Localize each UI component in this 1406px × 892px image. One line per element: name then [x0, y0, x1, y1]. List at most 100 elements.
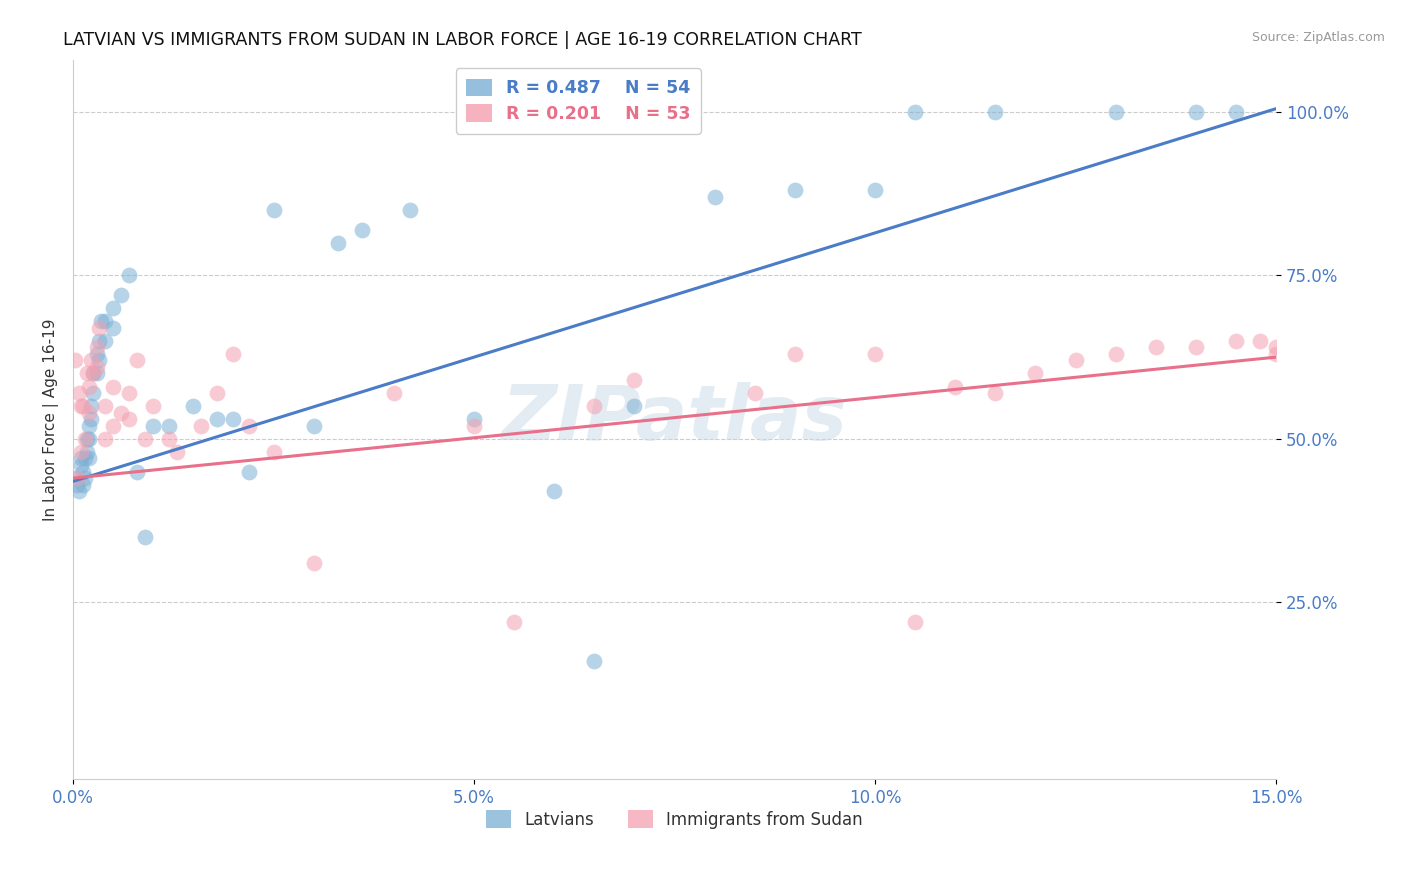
- Point: [127, 353, 149, 368]
- Point: [86, 347, 108, 361]
- Point: [783, 347, 806, 361]
- Point: [503, 615, 526, 629]
- Point: [1024, 367, 1046, 381]
- Point: [94, 432, 117, 446]
- Point: [399, 202, 422, 217]
- Point: [79, 399, 101, 413]
- Point: [77, 432, 100, 446]
- Point: [863, 183, 886, 197]
- Point: [157, 418, 180, 433]
- Point: [1144, 340, 1167, 354]
- Point: [94, 399, 117, 413]
- Point: [66, 471, 89, 485]
- Point: [463, 412, 485, 426]
- Point: [86, 367, 108, 381]
- Point: [583, 399, 606, 413]
- Point: [190, 418, 212, 433]
- Point: [72, 477, 94, 491]
- Point: [101, 320, 124, 334]
- Point: [70, 458, 93, 472]
- Point: [744, 386, 766, 401]
- Point: [1225, 104, 1247, 119]
- Point: [90, 314, 112, 328]
- Point: [77, 406, 100, 420]
- Point: [207, 386, 229, 401]
- Point: [70, 399, 93, 413]
- Point: [77, 418, 100, 433]
- Point: [76, 367, 98, 381]
- Point: [118, 412, 141, 426]
- Point: [1225, 334, 1247, 348]
- Text: ZIPatlas: ZIPatlas: [502, 383, 848, 457]
- Point: [207, 412, 229, 426]
- Point: [80, 412, 103, 426]
- Point: [65, 471, 87, 485]
- Point: [1265, 347, 1288, 361]
- Point: [157, 432, 180, 446]
- Point: [72, 465, 94, 479]
- Point: [623, 399, 645, 413]
- Point: [79, 353, 101, 368]
- Point: [984, 386, 1007, 401]
- Point: [904, 615, 927, 629]
- Point: [263, 445, 285, 459]
- Point: [82, 367, 104, 381]
- Point: [142, 418, 165, 433]
- Point: [76, 432, 98, 446]
- Point: [302, 418, 325, 433]
- Point: [1249, 334, 1271, 348]
- Point: [1185, 104, 1208, 119]
- Point: [382, 386, 405, 401]
- Point: [66, 477, 89, 491]
- Text: Source: ZipAtlas.com: Source: ZipAtlas.com: [1251, 31, 1385, 45]
- Point: [72, 399, 94, 413]
- Point: [76, 445, 98, 459]
- Point: [101, 418, 124, 433]
- Point: [67, 484, 90, 499]
- Point: [86, 359, 108, 374]
- Point: [463, 418, 485, 433]
- Point: [110, 288, 132, 302]
- Point: [238, 418, 260, 433]
- Point: [110, 406, 132, 420]
- Point: [73, 451, 96, 466]
- Point: [984, 104, 1007, 119]
- Point: [703, 190, 725, 204]
- Point: [302, 556, 325, 570]
- Point: [326, 235, 349, 250]
- Point: [94, 334, 117, 348]
- Legend: Latvians, Immigrants from Sudan: Latvians, Immigrants from Sudan: [479, 804, 869, 835]
- Point: [166, 445, 188, 459]
- Point: [82, 386, 104, 401]
- Point: [181, 399, 204, 413]
- Point: [904, 104, 927, 119]
- Point: [118, 268, 141, 283]
- Point: [67, 386, 90, 401]
- Point: [89, 353, 111, 368]
- Point: [222, 347, 245, 361]
- Point: [1185, 340, 1208, 354]
- Point: [1064, 353, 1087, 368]
- Point: [89, 320, 111, 334]
- Point: [73, 471, 96, 485]
- Point: [583, 654, 606, 668]
- Point: [350, 222, 373, 236]
- Point: [94, 314, 117, 328]
- Point: [70, 445, 93, 459]
- Point: [86, 340, 108, 354]
- Point: [77, 379, 100, 393]
- Point: [87, 334, 110, 348]
- Point: [118, 386, 141, 401]
- Point: [82, 367, 104, 381]
- Point: [101, 379, 124, 393]
- Point: [77, 451, 100, 466]
- Point: [65, 353, 87, 368]
- Point: [263, 202, 285, 217]
- Point: [222, 412, 245, 426]
- Point: [623, 373, 645, 387]
- Point: [1105, 347, 1128, 361]
- Point: [543, 484, 565, 499]
- Point: [70, 451, 93, 466]
- Point: [943, 379, 966, 393]
- Point: [73, 432, 96, 446]
